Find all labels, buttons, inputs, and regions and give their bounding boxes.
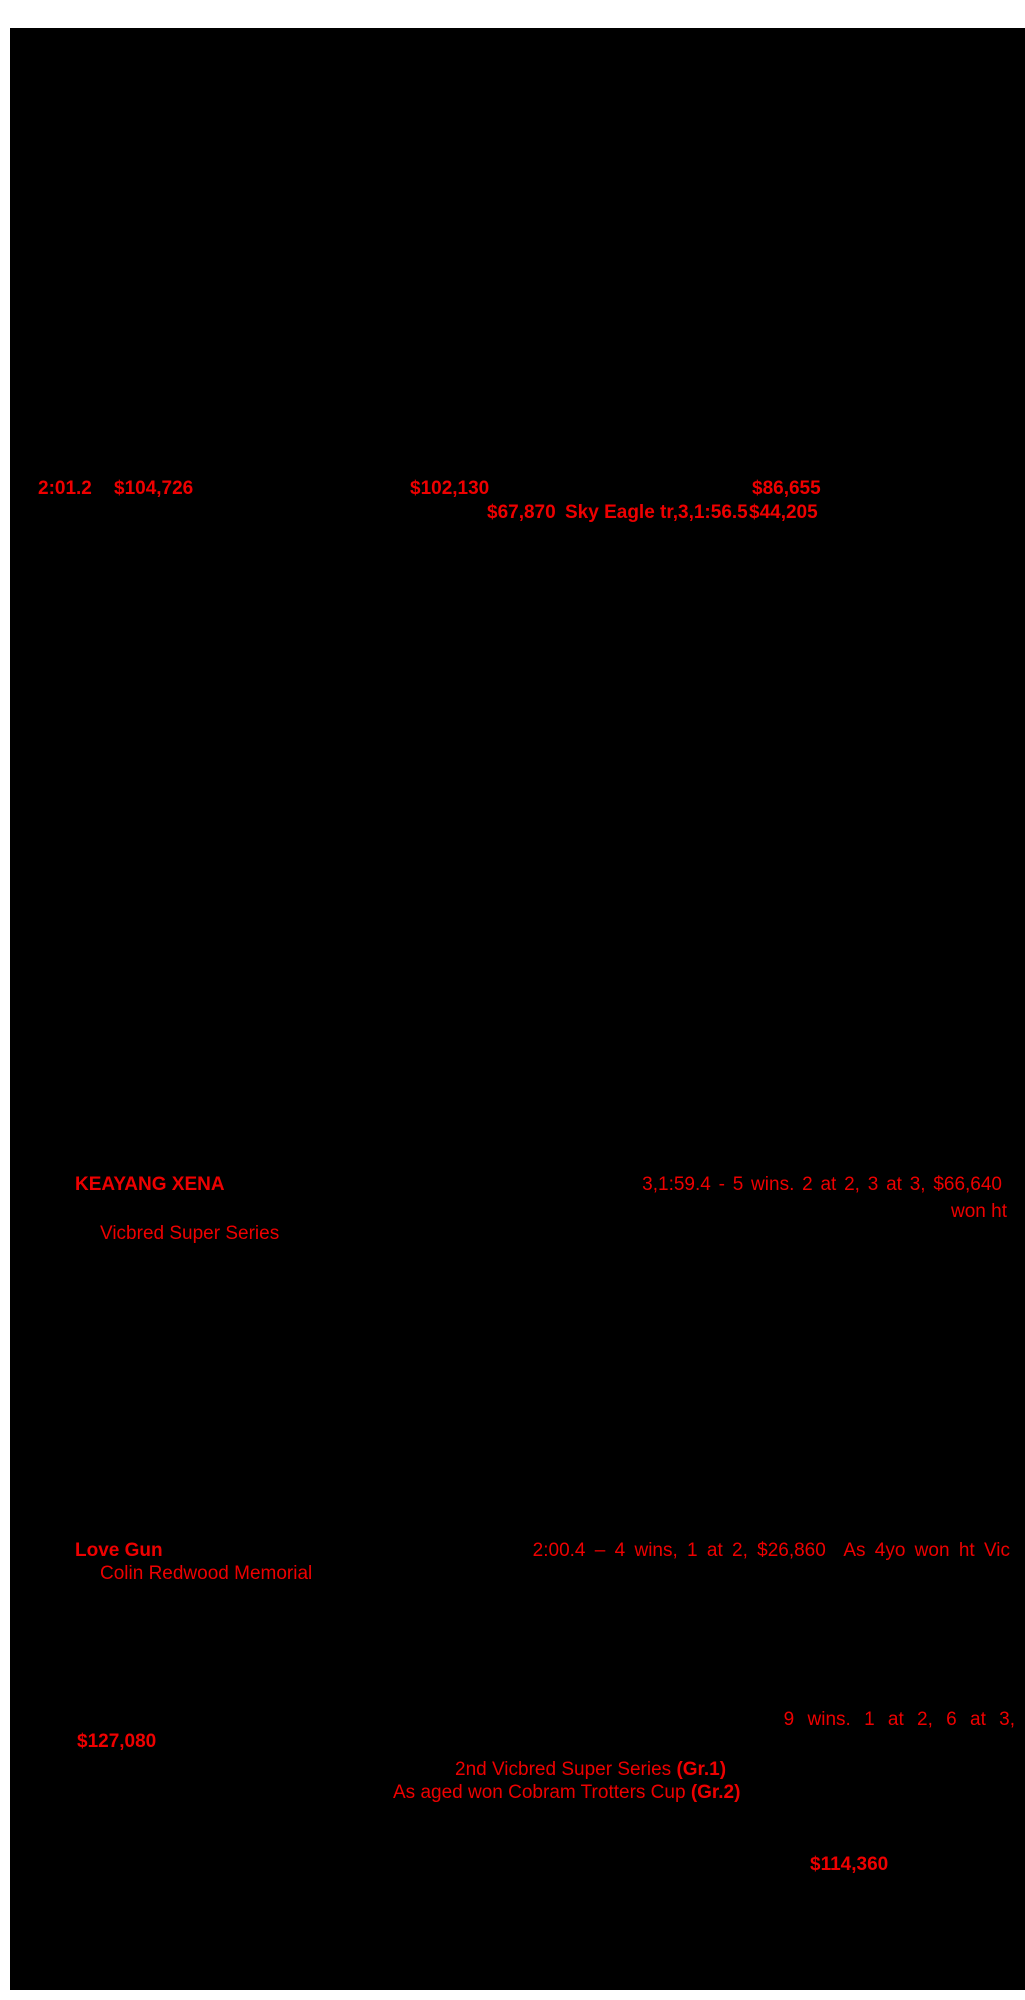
stakes-race-name: Vicbred Super Series [100, 1223, 280, 1244]
horse-record: Sky Eagle tr,3,1:56.5 [565, 502, 748, 523]
race-grade-badge: (Gr.2) [690, 1782, 741, 1803]
earnings-value: $44,205 [749, 502, 818, 523]
earnings-value: $114,360 [810, 1854, 889, 1875]
horse-name: Love Gun [75, 1540, 163, 1561]
stakes-race-placing-text: 2nd Vicbred Super Series [455, 1759, 677, 1780]
earnings-value: $67,870 [487, 502, 556, 523]
race-record: 3,1:59.4 - 5 wins. 2 at 2, 3 at 3, $66,6… [642, 1174, 1002, 1195]
race-record-continuation: won ht [951, 1201, 1007, 1222]
stakes-race-placing: 2nd Vicbred Super Series (Gr.1) [455, 1759, 727, 1781]
earnings-value: $86,655 [752, 478, 821, 499]
mile-time: 2:01.2 [38, 478, 92, 499]
earnings-value: $127,080 [77, 1731, 157, 1752]
race-record: 2:00.4 – 4 wins, 1 at 2, $26,860 As 4yo … [532, 1540, 1010, 1561]
earnings-value: $102,130 [410, 478, 490, 499]
pedigree-black-panel: 2:01.2 $104,726 $102,130 $86,655 $67,870… [10, 28, 1025, 1990]
race-grade-badge: (Gr.1) [676, 1759, 727, 1780]
stakes-race-name: Colin Redwood Memorial [100, 1563, 313, 1584]
horse-name: KEAYANG XENA [75, 1174, 225, 1195]
stakes-race-win-text: As aged won Cobram Trotters Cup [393, 1782, 691, 1803]
stakes-race-win: As aged won Cobram Trotters Cup (Gr.2) [393, 1782, 741, 1804]
earnings-value: $104,726 [114, 478, 194, 499]
wins-summary: 9 wins. 1 at 2, 6 at 3, [783, 1709, 1015, 1730]
